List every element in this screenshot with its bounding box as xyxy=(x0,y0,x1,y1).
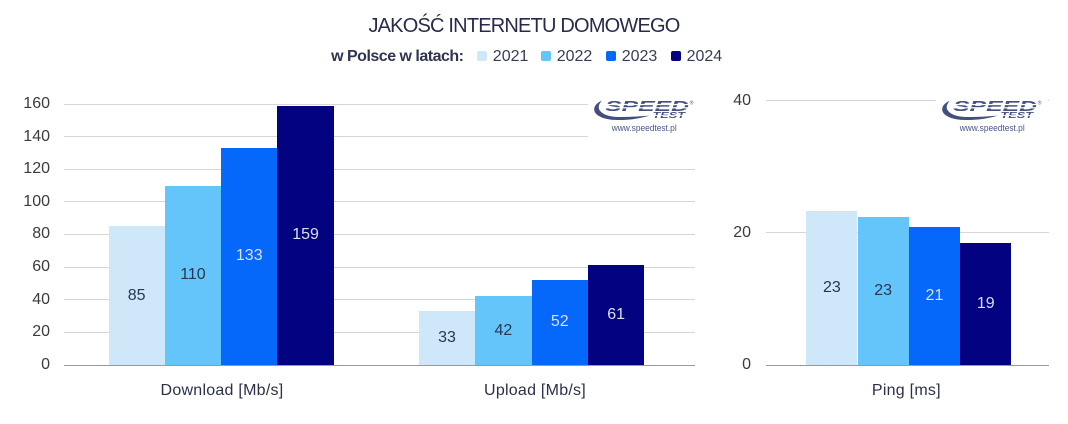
svg-text:®: ® xyxy=(690,100,694,107)
svg-text:®: ® xyxy=(1038,100,1042,107)
svg-text:www.speedtest.pl: www.speedtest.pl xyxy=(611,122,677,133)
svg-text:www.speedtest.pl: www.speedtest.pl xyxy=(959,122,1025,133)
svg-text:SPEED: SPEED xyxy=(605,98,689,115)
svg-text:SPEED: SPEED xyxy=(953,98,1037,115)
